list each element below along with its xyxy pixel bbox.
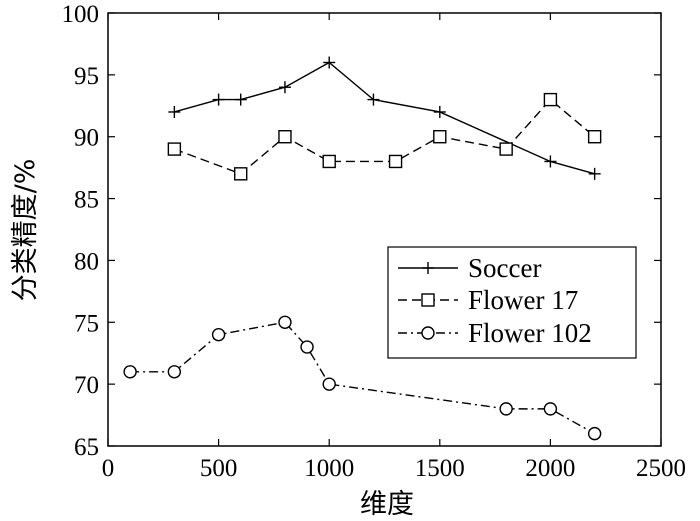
data-point [300,340,314,354]
series-layer [123,56,602,441]
legend-marker [421,326,435,340]
y-tick-label: 90 [74,125,99,152]
y-tick-label: 95 [74,63,99,90]
x-tick-label: 0 [102,455,115,482]
series-line [174,61,595,175]
data-point [587,426,602,441]
data-point [211,327,226,342]
data-point [588,167,601,180]
data-point [322,377,336,391]
y-tick-label: 85 [74,187,99,214]
legend-label: Soccer [468,253,541,283]
data-point [433,105,446,118]
data-point [587,130,602,144]
data-point [212,93,225,106]
data-point [322,154,336,169]
data-point [323,56,336,69]
data-point [543,402,558,416]
axis-ticks: 0 500 1000 1500 2000 2500 65 70 75 80 85 90 95 100 [62,1,687,482]
x-axis-label: 维度 [360,489,414,520]
y-tick-label: 65 [74,434,99,461]
series-line [174,98,596,175]
y-tick-label: 70 [74,372,99,399]
data-point [433,130,447,144]
x-tick-label: 2500 [636,455,686,482]
x-tick-label: 1500 [415,455,465,482]
series-soccer [168,56,601,180]
series-line [130,321,595,435]
data-point [278,130,292,144]
legend-label: Flower 102 [468,318,592,348]
data-point [167,365,182,379]
series-flower-17 [167,92,602,181]
data-point [388,154,403,169]
data-point [499,142,513,156]
data-point [234,93,247,106]
legend-label: Flower 17 [468,285,578,315]
y-tick-label: 80 [74,248,99,275]
data-point [499,402,513,416]
y-tick-label: 100 [62,1,100,28]
series-flower-102 [123,315,602,441]
data-point [278,81,291,94]
legend-marker [422,262,434,274]
data-point [123,365,137,379]
data-point [367,93,380,106]
data-point [234,167,248,181]
data-point [543,92,558,107]
data-point [278,315,292,329]
x-tick-label: 1000 [304,455,354,482]
y-tick-label: 75 [74,310,99,337]
plot-frame [107,12,662,447]
data-point [168,105,181,118]
data-point [544,155,557,168]
data-point [167,142,182,156]
y-axis-label: 分类精度/% [10,159,41,302]
x-tick-label: 2000 [525,455,575,482]
x-tick-label: 500 [200,455,238,482]
legend-marker [421,293,435,307]
